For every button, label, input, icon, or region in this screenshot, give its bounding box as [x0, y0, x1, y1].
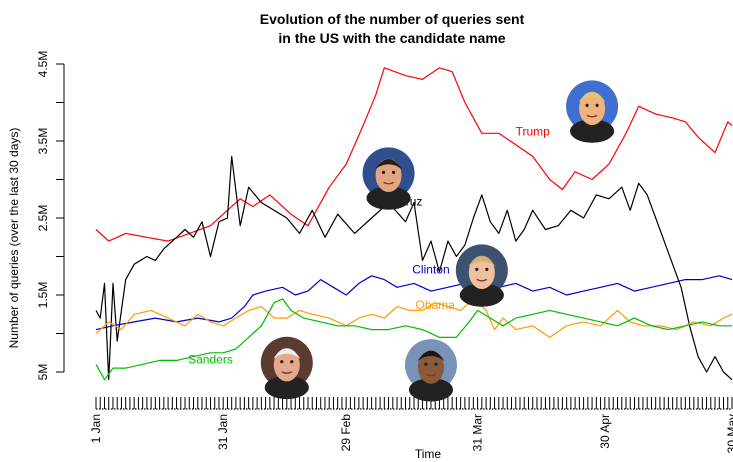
portrait-trump [566, 80, 619, 143]
x-tick-label: 30 May [725, 414, 733, 453]
y-tick-label: 4.5M [36, 51, 50, 78]
portrait-eye [475, 267, 479, 271]
portrait-eye [391, 170, 396, 174]
series-layer [95, 67, 733, 381]
series-line-obama [95, 298, 733, 338]
y-tick-label: 2.5M [36, 205, 50, 232]
portrait-mouth [586, 114, 598, 118]
portrait-face [375, 158, 402, 192]
portrait-shoulders [459, 283, 504, 307]
x-tick-label: 30 Apr [598, 414, 612, 449]
series-line-sanders [95, 298, 732, 381]
portrait-mouth [476, 278, 488, 282]
y-axis-label: Number of queries (over the last 30 days… [7, 128, 21, 349]
portrait-shoulders [569, 119, 615, 143]
portrait-eye [280, 360, 284, 364]
portrait-hair [417, 350, 445, 362]
portrait-eye [290, 360, 294, 364]
x-tick-label: 31 Jan [216, 414, 230, 450]
portrait-shoulders [366, 186, 411, 210]
chart-title-line2: in the US with the candidate name [278, 30, 505, 46]
portrait-eye [381, 170, 386, 174]
portrait-hair [375, 158, 403, 170]
portrait-eye [595, 103, 599, 107]
portrait-eye [434, 362, 438, 366]
y-tick-label: 1.5M [36, 282, 50, 309]
series-label-sanders: Sanders [188, 353, 233, 367]
portrait-clinton [455, 244, 508, 307]
portrait-cruz [362, 147, 415, 210]
y-tick-label: 3.5M [36, 128, 50, 155]
x-axis-label: Time [415, 447, 442, 461]
series-line-cruz [95, 155, 733, 381]
series-line-clinton [95, 275, 733, 331]
portrait-eye [485, 267, 489, 271]
portrait-face [579, 91, 606, 125]
portrait-hair [578, 92, 606, 103]
portrait-face [417, 350, 444, 384]
portrait-obama [404, 339, 457, 402]
portrait-face [273, 348, 300, 382]
portrait-layer [260, 80, 619, 402]
series-label-obama: Obama [416, 298, 456, 312]
portrait-shoulders [264, 375, 309, 400]
y-axis: 5M 1.5M 2.5M 3.5M 4.5M [36, 51, 65, 381]
portrait-eye [424, 362, 428, 366]
portrait-face [468, 255, 495, 289]
x-tick-label: 31 Mar [471, 414, 485, 451]
series-label-clinton: Clinton [412, 262, 449, 276]
portrait-hair [273, 348, 301, 359]
portrait-shoulders [408, 378, 454, 402]
portrait-hair [468, 256, 496, 267]
x-tick-label: 29 Feb [339, 414, 353, 452]
x-tick-label: 1 Jan [89, 414, 103, 443]
y-tick-label: 5M [36, 364, 50, 381]
x-axis: 1 Jan 31 Jan 29 Feb 31 Mar 30 Apr 30 May [89, 397, 733, 453]
portrait-mouth [425, 373, 437, 377]
series-label-trump: Trump [516, 125, 551, 139]
portrait-mouth [383, 181, 394, 185]
chart-title-line1: Evolution of the number of queries sent [260, 11, 525, 27]
portrait-eye [585, 103, 589, 107]
series-line-trump [95, 67, 733, 242]
portrait-sanders [260, 336, 313, 400]
portrait-mouth [281, 371, 293, 374]
